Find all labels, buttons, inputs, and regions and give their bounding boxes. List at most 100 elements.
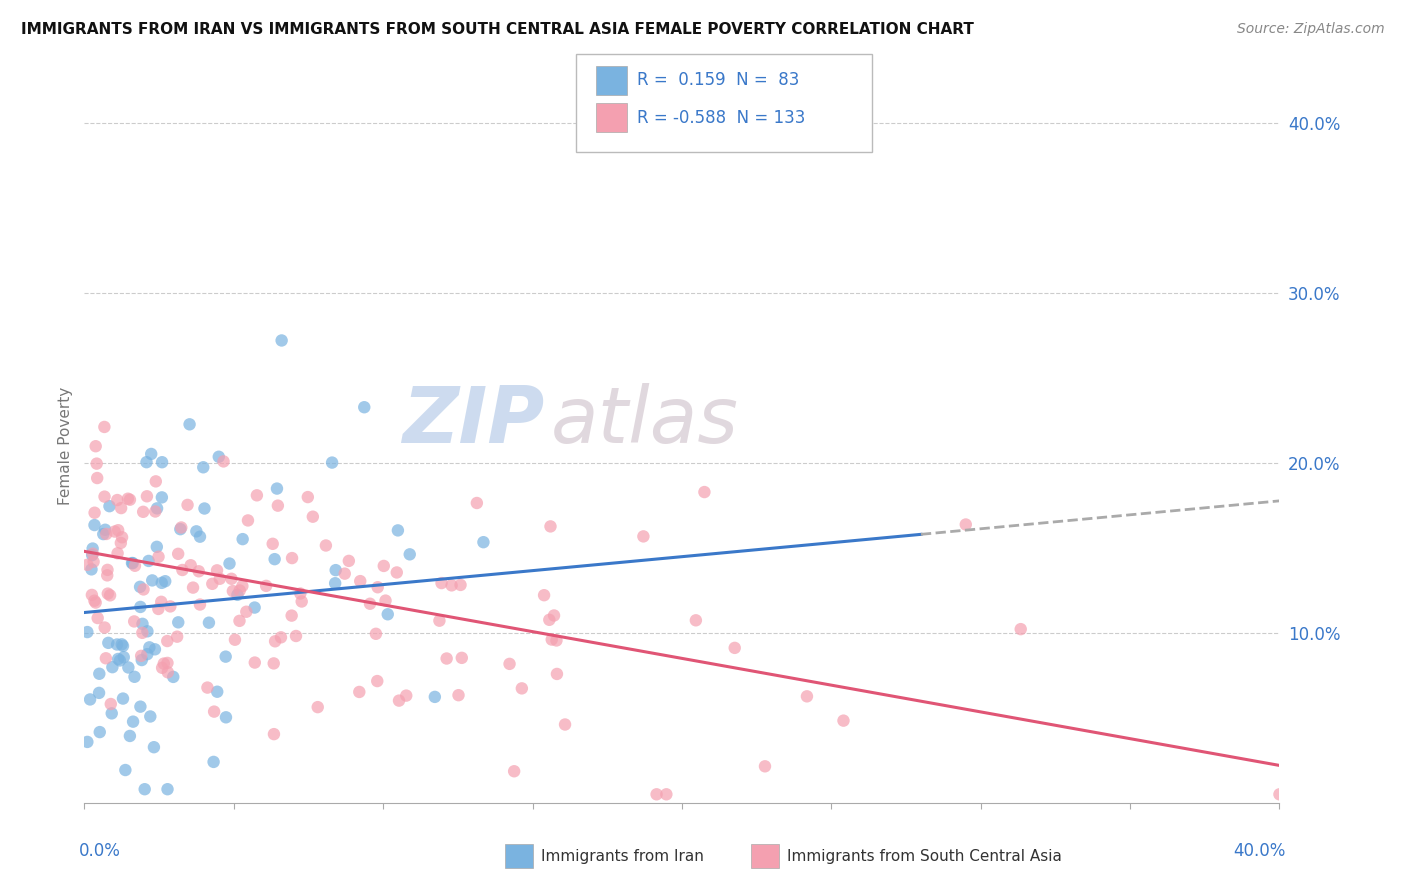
Point — [145, 475, 167, 489]
Point — [82, 547, 104, 561]
Point — [321, 456, 343, 470]
Point — [93, 490, 115, 504]
Y-axis label: Female Poverty: Female Poverty — [58, 387, 73, 505]
Point — [76, 735, 98, 749]
Point — [290, 586, 312, 600]
Point — [176, 498, 198, 512]
Point — [364, 627, 387, 641]
Point — [131, 653, 153, 667]
Point — [105, 493, 128, 508]
Point — [429, 614, 451, 628]
Point — [97, 586, 120, 600]
Point — [450, 578, 472, 592]
Point — [387, 524, 409, 538]
Text: ZIP: ZIP — [402, 383, 544, 459]
Point — [162, 670, 184, 684]
Point — [280, 608, 302, 623]
Point — [285, 629, 308, 643]
Text: 0.0%: 0.0% — [79, 842, 121, 860]
Point — [264, 634, 287, 648]
Point — [100, 706, 122, 721]
Point — [118, 729, 141, 743]
Point — [76, 558, 98, 572]
Point — [270, 334, 292, 348]
Point — [423, 690, 446, 704]
Point — [121, 556, 143, 570]
Point — [193, 460, 215, 475]
Point — [633, 529, 655, 543]
Point — [366, 674, 388, 689]
Point — [440, 578, 463, 592]
Point — [447, 688, 470, 702]
Point — [108, 653, 131, 667]
Point — [129, 699, 152, 714]
Point — [243, 600, 266, 615]
Point — [82, 541, 104, 556]
Point — [215, 710, 238, 724]
Point — [655, 787, 678, 801]
Point — [167, 547, 190, 561]
Point — [170, 520, 193, 534]
Point — [169, 522, 191, 536]
Text: 40.0%: 40.0% — [1233, 842, 1285, 860]
Point — [112, 650, 135, 665]
Point — [307, 700, 329, 714]
Point — [80, 562, 103, 576]
Point — [82, 548, 104, 562]
Point — [107, 523, 129, 537]
Point — [955, 517, 977, 532]
Point — [167, 615, 190, 630]
Point — [267, 499, 290, 513]
Point — [353, 401, 375, 415]
Point — [266, 482, 288, 496]
Point — [129, 599, 152, 614]
Point — [498, 657, 520, 671]
Point — [205, 563, 228, 577]
Text: Immigrants from Iran: Immigrants from Iran — [541, 849, 704, 863]
Point — [373, 558, 395, 573]
Point — [146, 540, 169, 554]
Point — [228, 614, 250, 628]
Point — [87, 686, 110, 700]
Point — [96, 563, 118, 577]
Point — [94, 523, 117, 537]
Point — [546, 667, 568, 681]
Point — [222, 584, 245, 599]
Point — [323, 576, 346, 591]
Point — [385, 566, 408, 580]
Text: R = -0.588  N = 133: R = -0.588 N = 133 — [637, 109, 806, 127]
Point — [181, 581, 204, 595]
Point — [349, 685, 371, 699]
Point — [538, 613, 561, 627]
Point — [215, 649, 238, 664]
Point — [229, 583, 252, 598]
Point — [141, 447, 163, 461]
Point — [465, 496, 488, 510]
Point — [107, 652, 129, 666]
Point — [193, 501, 215, 516]
Point — [197, 681, 219, 695]
Text: atlas: atlas — [551, 383, 738, 459]
Point — [156, 782, 179, 797]
Point — [246, 488, 269, 502]
Point — [231, 579, 253, 593]
Point — [333, 566, 356, 581]
Point — [297, 490, 319, 504]
Point — [86, 471, 108, 485]
Point — [107, 546, 129, 560]
Point — [148, 602, 170, 616]
Point — [645, 787, 668, 801]
Point — [150, 575, 173, 590]
Point — [135, 455, 157, 469]
Point — [218, 557, 240, 571]
Point — [1010, 622, 1032, 636]
Point — [83, 593, 105, 607]
Point — [117, 660, 139, 674]
Point — [111, 530, 134, 544]
Point — [543, 608, 565, 623]
Point — [270, 631, 292, 645]
Point — [146, 501, 169, 516]
Point — [111, 691, 134, 706]
Point — [281, 551, 304, 566]
Point — [84, 596, 107, 610]
